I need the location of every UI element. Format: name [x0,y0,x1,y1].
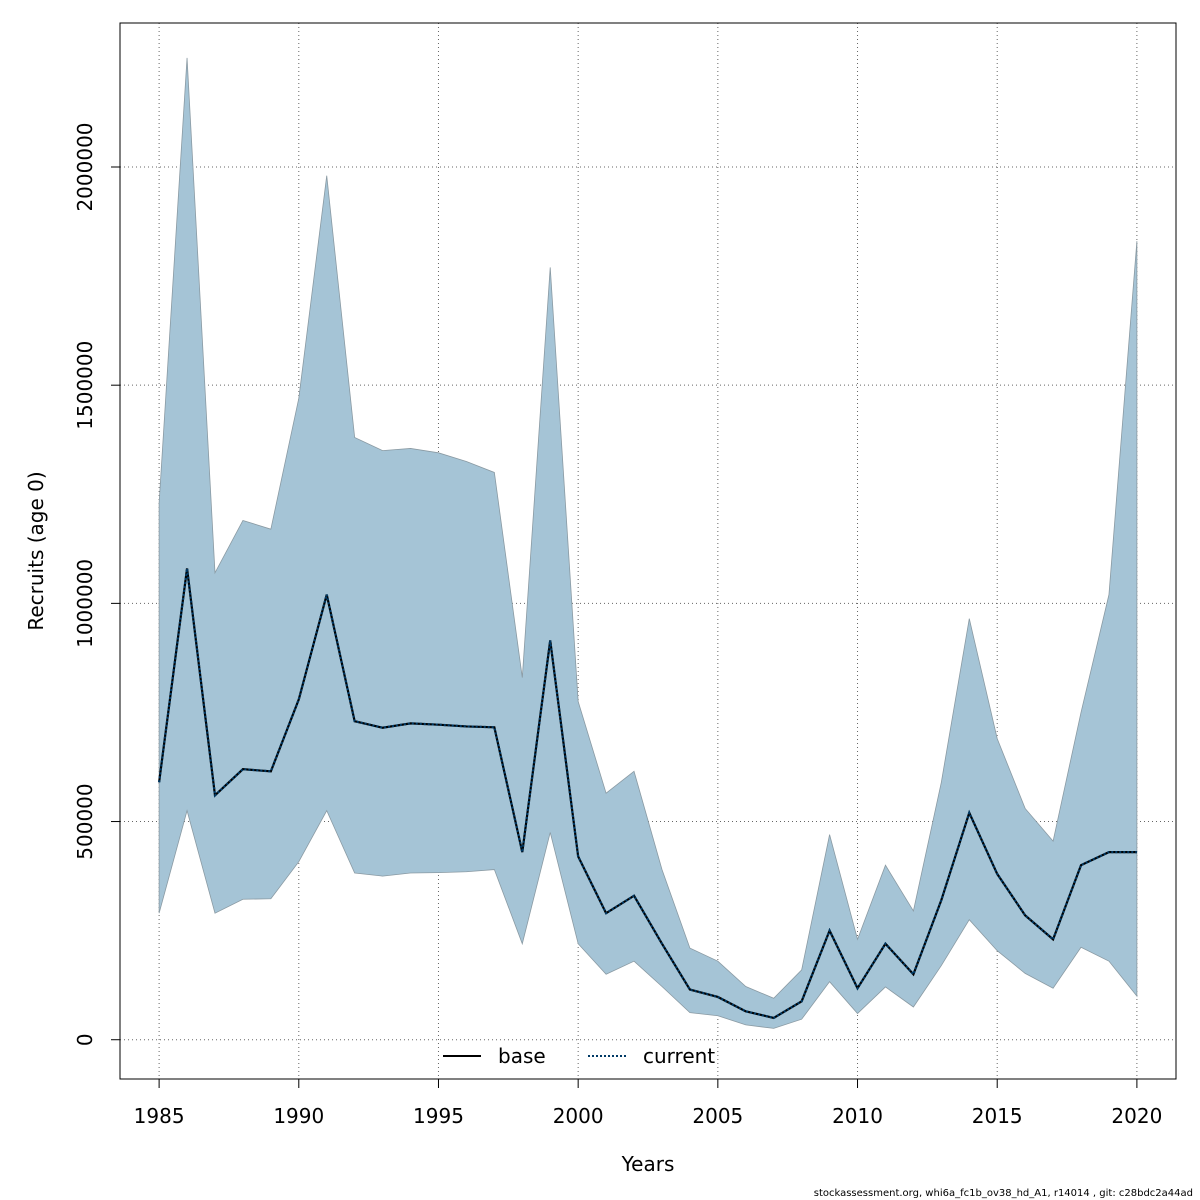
y-tick-label: 2000000 [73,122,97,211]
x-tick-label: 1995 [413,1104,464,1128]
x-tick-label: 2005 [692,1104,743,1128]
x-axis: 1985 1990 1995 2000 2005 2010 2015 2020 [134,1078,1162,1128]
confidence-band-area [158,57,1138,1029]
x-tick-label: 2010 [832,1104,883,1128]
x-tick-label: 2000 [553,1104,604,1128]
footer-credit: stockassessment.org, whi6a_fc1b_ov38_hd_… [813,1188,1193,1199]
legend-label-base: base [498,1044,546,1068]
y-axis-title: Recruits (age 0) [24,471,48,630]
legend: base current [443,1044,715,1068]
x-tick-label: 2015 [972,1104,1023,1128]
y-tick-label: 1500000 [73,341,97,430]
y-axis: 0 500000 1000000 1500000 2000000 [73,122,121,1046]
y-tick-label: 0 [73,1033,97,1046]
confidence-band [158,57,1138,1029]
x-tick-label: 1990 [273,1104,324,1128]
legend-label-current: current [643,1044,715,1068]
x-tick-label: 2020 [1111,1104,1162,1128]
y-tick-label: 500000 [73,783,97,859]
series-lines [158,568,1137,1020]
x-tick-label: 1985 [134,1104,185,1128]
series-line-current [158,568,1137,1020]
y-tick-label: 1000000 [73,559,97,648]
x-axis-title: Years [621,1152,675,1176]
